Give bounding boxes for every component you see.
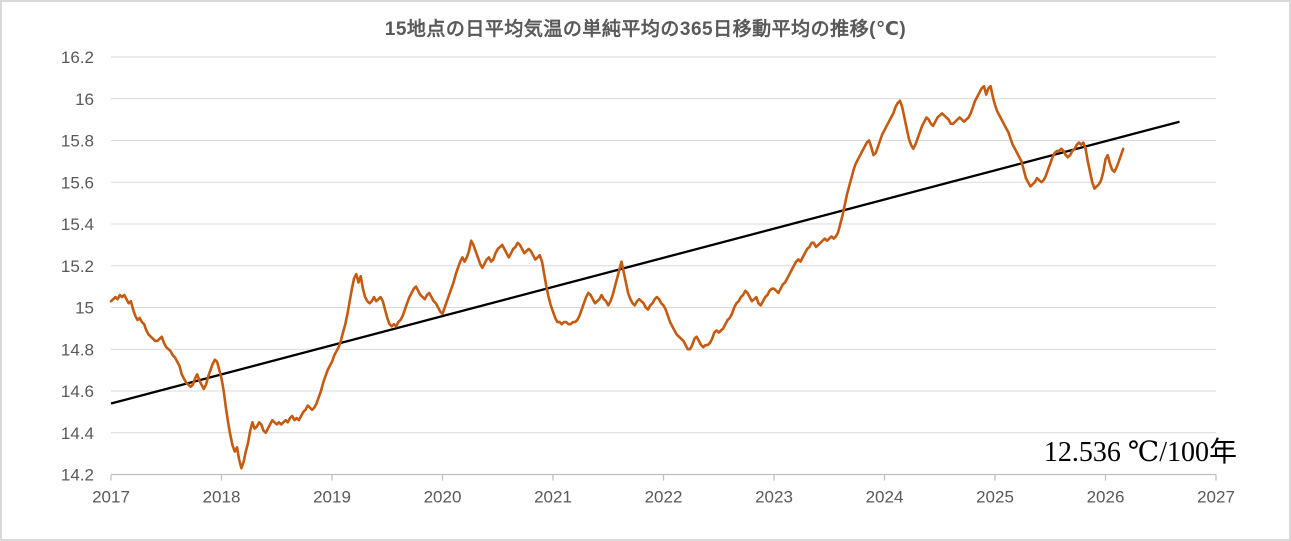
trend-slope-label: 12.536 ℃/100年 [1043,437,1237,468]
x-axis-tick-label: 2020 [424,488,462,507]
x-axis-tick-label: 2019 [313,488,351,507]
y-axis-tick-label: 15.4 [61,215,94,234]
y-axis-tick-label: 15 [75,299,94,318]
x-axis-tick-label: 2021 [534,488,572,507]
trend-line [110,120,1180,405]
y-axis-tick-label: 16.2 [61,48,94,67]
x-axis-tick-label: 2027 [1197,488,1235,507]
x-axis-tick-label: 2022 [645,488,683,507]
y-axis-tick-label: 15.2 [61,257,94,276]
y-axis-tick-label: 16 [75,90,94,109]
y-axis-tick-label: 15.8 [61,132,94,151]
y-axis-tick-label: 15.6 [61,173,94,192]
y-axis-tick-label: 14.2 [61,466,94,485]
x-axis-tick-label: 2024 [866,488,904,507]
moving-average-line [109,84,1125,470]
x-axis-tick-label: 2018 [203,488,241,507]
chart-title: 15地点の日平均気温の単純平均の365日移動平均の推移(℃) [384,19,907,40]
y-axis-tick-label: 14.8 [61,340,94,359]
x-axis-tick-label: 2017 [92,488,130,507]
x-axis-tick-label: 2026 [1087,488,1125,507]
x-axis-tick-label: 2023 [755,488,793,507]
y-axis-tick-label: 14.6 [61,382,94,401]
y-axis-tick-label: 14.4 [61,424,94,443]
x-axis-tick-label: 2025 [976,488,1014,507]
